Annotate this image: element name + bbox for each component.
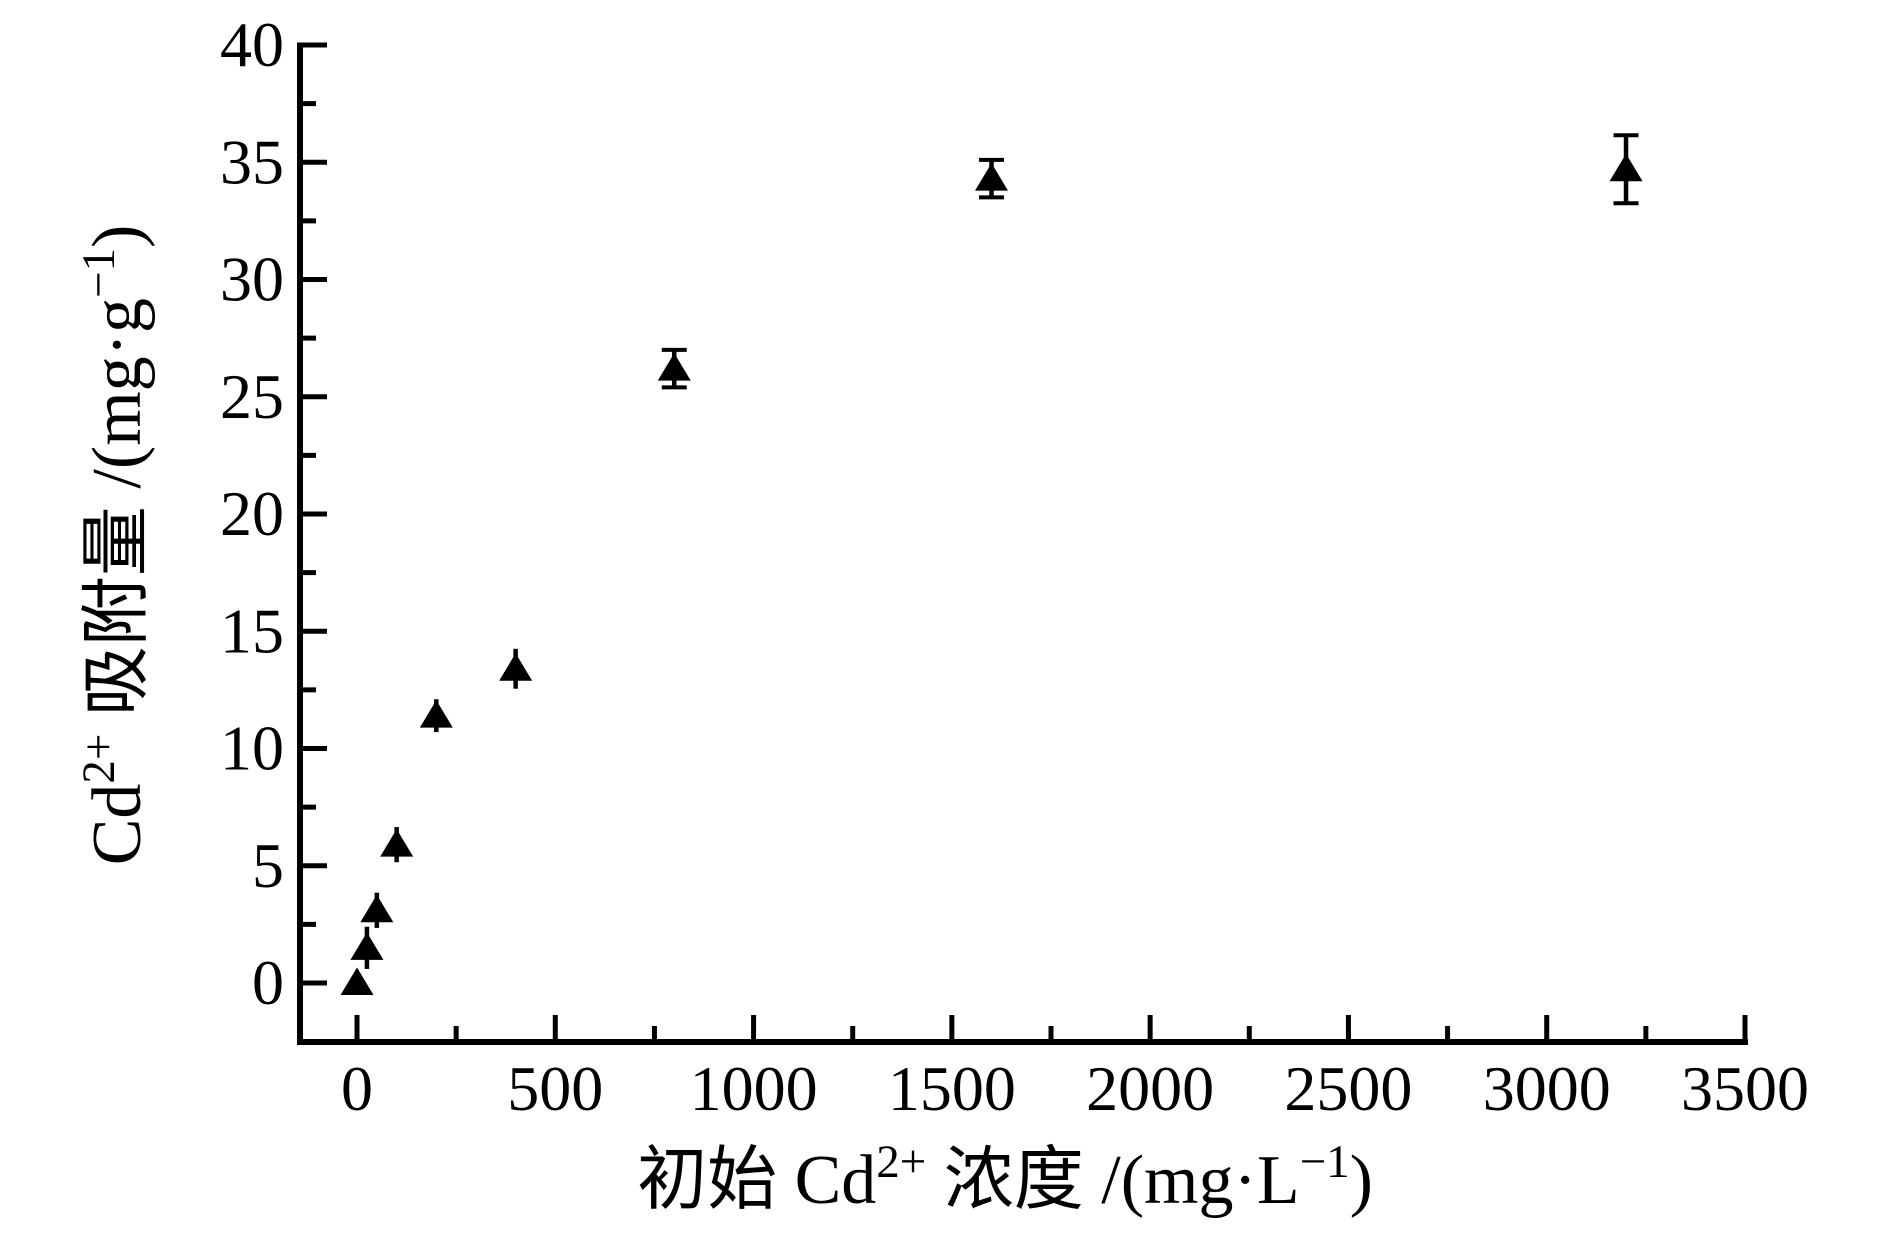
y-axis-title: Cd2+ 吸附量 /(mg·g−1): [73, 225, 156, 866]
data-point: [419, 699, 453, 733]
x-tick-label: 2000: [1086, 1053, 1214, 1124]
x-tick-label: 3500: [1681, 1053, 1809, 1124]
y-tick-label: 40: [220, 9, 284, 80]
data-point: [340, 967, 374, 995]
y-tick-label: 5: [252, 830, 284, 901]
y-tick-label: 0: [252, 947, 284, 1018]
x-tick-label: 3000: [1483, 1053, 1611, 1124]
triangle-marker: [350, 932, 384, 960]
y-tick-label: 25: [220, 361, 284, 432]
data-point: [499, 648, 533, 689]
y-axis-ticks: 0 5 10 15 20 25 30 35 40: [220, 9, 327, 1018]
data-point: [975, 157, 1009, 200]
x-tick-label: 500: [507, 1053, 603, 1124]
x-axis-title: 初始 Cd2+ 浓度 /(mg·L−1): [637, 1136, 1373, 1219]
axis-title-superscript: 2+: [73, 734, 125, 784]
axis-title-run: Cd: [79, 784, 156, 866]
y-tick-label: 30: [220, 244, 284, 315]
x-axis-ticks: 0 500 1000 1500 2000 2500 3000 3500: [341, 1015, 1809, 1124]
data-point: [657, 347, 691, 390]
triangle-marker: [380, 829, 414, 857]
y-tick-label: 35: [220, 126, 284, 197]
data-point: [360, 892, 394, 928]
triangle-marker: [975, 163, 1009, 191]
triangle-marker: [419, 700, 453, 728]
data-point: [350, 926, 384, 969]
x-tick-label: 1500: [888, 1053, 1016, 1124]
triangle-marker: [360, 894, 394, 923]
data-point: [1609, 133, 1643, 206]
y-tick-label: 15: [220, 595, 284, 666]
data-point: [380, 827, 414, 863]
axis-title-superscript: 2+: [876, 1136, 926, 1188]
axis-title-run: 初始 Cd: [637, 1142, 876, 1219]
axis-title-run: ): [79, 225, 156, 248]
y-tick-label: 10: [220, 713, 284, 784]
x-tick-label: 0: [341, 1053, 373, 1124]
data-series: [340, 133, 1643, 995]
axis-title-run: ): [1350, 1142, 1373, 1219]
axis-title-superscript: −1: [73, 248, 125, 298]
y-tick-label: 20: [220, 478, 284, 549]
triangle-marker: [499, 653, 533, 681]
triangle-marker: [657, 353, 691, 381]
x-tick-label: 2500: [1284, 1053, 1412, 1124]
triangle-marker: [340, 967, 374, 995]
axis-title-superscript: −1: [1300, 1136, 1350, 1188]
triangle-marker: [1609, 153, 1643, 182]
axis-title-run: 吸附量 /(mg·g: [79, 298, 156, 734]
x-tick-label: 1000: [690, 1053, 818, 1124]
axis-title-run: 浓度 /(mg·L: [926, 1142, 1299, 1219]
axes: [297, 42, 1748, 1045]
